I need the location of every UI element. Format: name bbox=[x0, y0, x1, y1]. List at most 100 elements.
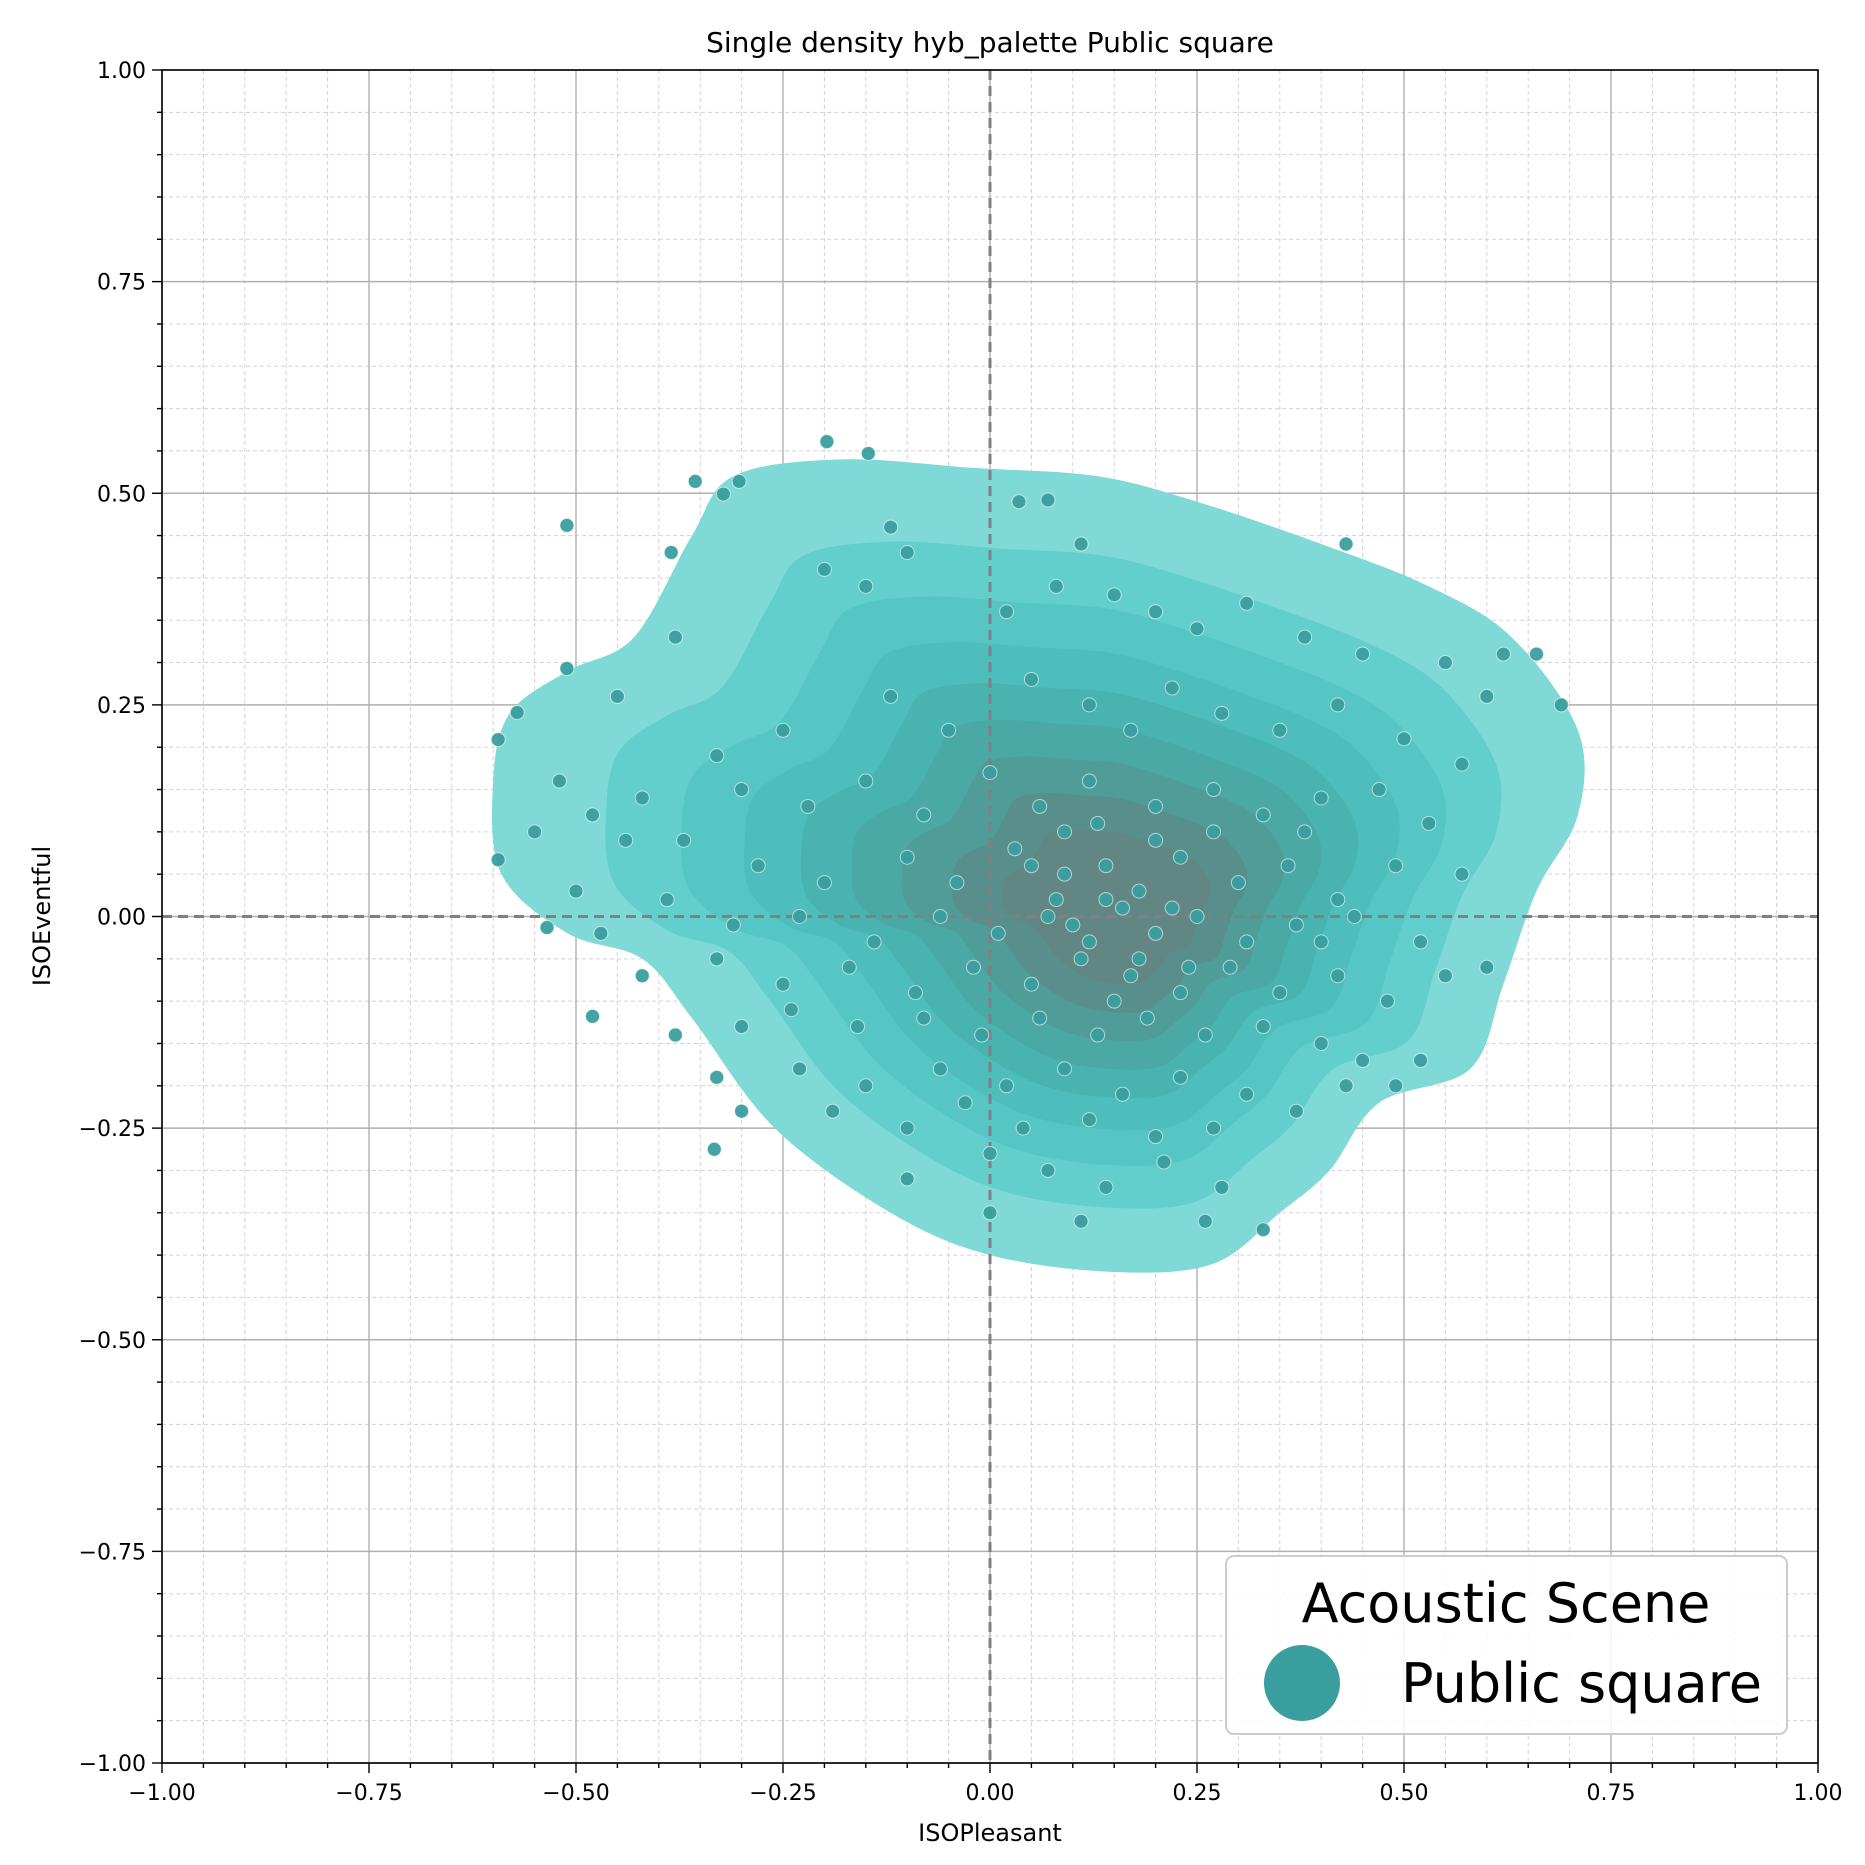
scatter-point bbox=[659, 892, 675, 908]
scatter-point bbox=[850, 1019, 866, 1035]
scatter-point bbox=[1015, 1120, 1031, 1136]
scatter-point bbox=[800, 798, 816, 814]
scatter-point bbox=[618, 832, 634, 848]
scatter-point bbox=[1288, 1103, 1304, 1119]
scatter-point bbox=[1148, 1129, 1164, 1145]
x-tick-label: −0.50 bbox=[542, 1781, 609, 1806]
scatter-point bbox=[858, 578, 874, 594]
scatter-point bbox=[568, 883, 584, 899]
scatter-point bbox=[1413, 1052, 1429, 1068]
scatter-point bbox=[663, 545, 679, 561]
scatter-point bbox=[1098, 858, 1114, 874]
scatter-point bbox=[490, 732, 506, 748]
scatter-point bbox=[1032, 798, 1048, 814]
scatter-point bbox=[667, 629, 683, 645]
scatter-point bbox=[1098, 892, 1114, 908]
scatter-point bbox=[1388, 1078, 1404, 1094]
scatter-point bbox=[1048, 578, 1064, 594]
scatter-point bbox=[1148, 798, 1164, 814]
scatter-point bbox=[1330, 697, 1346, 713]
zero-lines bbox=[162, 70, 1818, 1763]
scatter-point bbox=[715, 486, 731, 502]
scatter-point bbox=[1313, 1035, 1329, 1051]
scatter-point bbox=[1040, 909, 1056, 924]
y-tick-label: −0.25 bbox=[79, 1117, 146, 1142]
scatter-point bbox=[941, 722, 957, 738]
scatter-point bbox=[1172, 1069, 1188, 1085]
x-axis-label: ISOPleasant bbox=[918, 1819, 1062, 1847]
scatter-point bbox=[1073, 536, 1089, 552]
scatter-point bbox=[1131, 883, 1147, 899]
scatter-point bbox=[883, 688, 899, 704]
scatter-point bbox=[1114, 900, 1130, 916]
scatter-point bbox=[667, 1027, 683, 1043]
x-axis: −1.00 −0.75 −0.50 −0.25 0.00 0.25 0.50 0.75 1.00 bbox=[128, 1763, 1842, 1806]
scatter-point bbox=[932, 1061, 948, 1077]
scatter-point bbox=[1454, 756, 1470, 772]
scatter-point bbox=[841, 959, 857, 975]
scatter-point bbox=[1172, 849, 1188, 865]
scatter-point bbox=[1011, 494, 1027, 510]
scatter-point bbox=[1230, 875, 1246, 891]
scatter-point bbox=[1255, 1019, 1271, 1035]
scatter-point bbox=[982, 765, 998, 781]
scatter-point bbox=[1206, 1120, 1222, 1136]
scatter-point bbox=[734, 1019, 750, 1035]
scatter-point bbox=[1214, 1179, 1230, 1195]
scatter-point bbox=[706, 1141, 722, 1157]
scatter-point bbox=[1123, 722, 1139, 738]
scatter-point bbox=[1090, 1027, 1106, 1043]
scatter-point bbox=[1297, 824, 1313, 840]
scatter-point bbox=[1313, 934, 1329, 950]
scatter-point bbox=[1148, 604, 1164, 620]
scatter-point bbox=[1048, 892, 1064, 908]
scatter-point bbox=[899, 1171, 915, 1187]
scatter-point bbox=[559, 660, 575, 676]
scatter-point bbox=[1040, 1162, 1056, 1178]
scatter-point bbox=[1081, 1112, 1097, 1128]
scatter-point bbox=[1371, 782, 1387, 798]
y-axis-label: ISOEventful bbox=[28, 846, 56, 986]
scatter-point bbox=[1338, 536, 1354, 552]
scatter-point bbox=[1437, 655, 1453, 671]
scatter-point bbox=[1313, 790, 1329, 806]
scatter-point bbox=[1081, 773, 1097, 789]
scatter-point bbox=[1206, 782, 1222, 798]
legend: Acoustic Scene Public square bbox=[1225, 1555, 1788, 1735]
scatter-point bbox=[1172, 985, 1188, 1001]
scatter-point bbox=[1106, 587, 1122, 603]
x-tick-label: −1.00 bbox=[128, 1781, 195, 1806]
scatter-point bbox=[792, 1061, 808, 1077]
scatter-point bbox=[1437, 968, 1453, 984]
scatter-point bbox=[527, 824, 543, 840]
x-tick-label: −0.25 bbox=[749, 1781, 816, 1806]
scatter-point bbox=[1023, 858, 1039, 874]
y-tick-label: 0.75 bbox=[97, 271, 146, 296]
scatter-point bbox=[1189, 621, 1205, 637]
scatter-point bbox=[734, 1103, 750, 1119]
scatter-point bbox=[490, 852, 506, 868]
scatter-point bbox=[1479, 688, 1495, 704]
scatter-point bbox=[731, 473, 747, 489]
scatter-point bbox=[1073, 951, 1089, 967]
y-tick-label: 0.50 bbox=[97, 482, 146, 507]
scatter-point bbox=[957, 1095, 973, 1111]
scatter-point bbox=[1297, 629, 1313, 645]
scatter-point bbox=[1272, 985, 1288, 1001]
scatter-point bbox=[1057, 1061, 1073, 1077]
scatter-point bbox=[1239, 1086, 1255, 1102]
scatter-point bbox=[1479, 959, 1495, 975]
legend-marker bbox=[1264, 1645, 1340, 1721]
scatter-point bbox=[825, 1103, 841, 1119]
scatter-point bbox=[1330, 968, 1346, 984]
scatter-point bbox=[982, 1205, 998, 1221]
scatter-point bbox=[1346, 909, 1362, 924]
scatter-point bbox=[883, 519, 899, 535]
x-tick-label: 0.25 bbox=[1173, 1781, 1222, 1806]
x-tick-label: 1.00 bbox=[1794, 1781, 1843, 1806]
scatter-point bbox=[734, 782, 750, 798]
scatter-point bbox=[775, 722, 791, 738]
scatter-point bbox=[1255, 1222, 1271, 1238]
scatter-point bbox=[1007, 841, 1023, 857]
